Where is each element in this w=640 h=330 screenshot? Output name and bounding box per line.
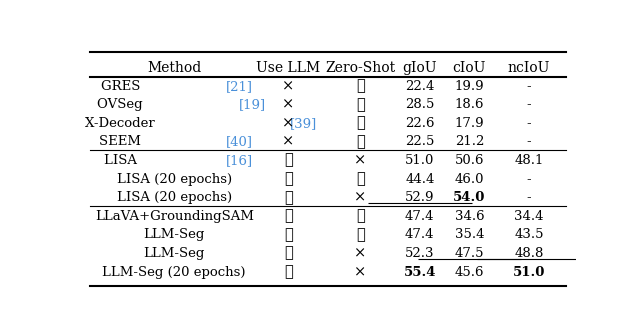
Text: [40]: [40] [225,136,253,148]
Text: ×: × [354,247,366,261]
Text: 52.9: 52.9 [405,191,435,204]
Text: ✓: ✓ [284,191,292,205]
Text: 44.4: 44.4 [405,173,435,186]
Text: -: - [527,98,531,111]
Text: ✓: ✓ [284,153,292,168]
Text: 50.6: 50.6 [454,154,484,167]
Text: ✓: ✓ [356,79,365,93]
Text: LLM-Seg: LLM-Seg [143,228,205,242]
Text: OVSeg: OVSeg [97,98,147,111]
Text: 21.2: 21.2 [454,136,484,148]
Text: 28.5: 28.5 [405,98,435,111]
Text: LISA (20 epochs): LISA (20 epochs) [116,173,232,186]
Text: cIoU: cIoU [452,61,486,75]
Text: 34.4: 34.4 [514,210,543,223]
Text: 47.4: 47.4 [405,210,435,223]
Text: 55.4: 55.4 [403,266,436,279]
Text: 54.0: 54.0 [453,191,486,204]
Text: ×: × [354,265,366,279]
Text: 22.6: 22.6 [405,117,435,130]
Text: ✓: ✓ [356,228,365,242]
Text: SEEM: SEEM [99,136,145,148]
Text: [16]: [16] [225,154,253,167]
Text: LLM-Seg: LLM-Seg [143,247,205,260]
Text: [21]: [21] [225,80,253,93]
Text: 43.5: 43.5 [514,228,543,242]
Text: 46.0: 46.0 [454,173,484,186]
Text: LLaVA+GroundingSAM: LLaVA+GroundingSAM [95,210,253,223]
Text: [39]: [39] [290,117,317,130]
Text: Method: Method [147,61,202,75]
Text: ✓: ✓ [284,209,292,223]
Text: ✓: ✓ [356,98,365,112]
Text: 34.6: 34.6 [454,210,484,223]
Text: 18.6: 18.6 [454,98,484,111]
Text: ×: × [282,116,294,130]
Text: -: - [527,80,531,93]
Text: ✓: ✓ [284,228,292,242]
Text: LISA (20 epochs): LISA (20 epochs) [116,191,232,204]
Text: ×: × [282,135,294,149]
Text: -: - [527,117,531,130]
Text: ×: × [354,191,366,205]
Text: -: - [527,191,531,204]
Text: ×: × [282,79,294,93]
Text: 51.0: 51.0 [513,266,545,279]
Text: ✓: ✓ [356,135,365,149]
Text: 19.9: 19.9 [454,80,484,93]
Text: 51.0: 51.0 [405,154,435,167]
Text: Zero-Shot: Zero-Shot [325,61,396,75]
Text: 47.4: 47.4 [405,228,435,242]
Text: 22.4: 22.4 [405,80,435,93]
Text: ✓: ✓ [284,265,292,279]
Text: 48.8: 48.8 [514,247,543,260]
Text: ✓: ✓ [284,247,292,261]
Text: 47.5: 47.5 [454,247,484,260]
Text: Use LLM: Use LLM [256,61,321,75]
Text: 22.5: 22.5 [405,136,435,148]
Text: ✓: ✓ [284,172,292,186]
Text: 48.1: 48.1 [514,154,543,167]
Text: -: - [527,136,531,148]
Text: [19]: [19] [239,98,266,111]
Text: ✓: ✓ [356,116,365,130]
Text: 52.3: 52.3 [405,247,435,260]
Text: LLM-Seg (20 epochs): LLM-Seg (20 epochs) [102,266,246,279]
Text: ✓: ✓ [356,172,365,186]
Text: -: - [527,173,531,186]
Text: 35.4: 35.4 [454,228,484,242]
Text: GRES: GRES [100,80,144,93]
Text: ncIoU: ncIoU [508,61,550,75]
Text: 45.6: 45.6 [454,266,484,279]
Text: ×: × [282,98,294,112]
Text: gIoU: gIoU [403,61,437,75]
Text: ✓: ✓ [356,209,365,223]
Text: LISA: LISA [104,154,141,167]
Text: X-Decoder: X-Decoder [85,117,159,130]
Text: 17.9: 17.9 [454,117,484,130]
Text: ×: × [354,153,366,168]
